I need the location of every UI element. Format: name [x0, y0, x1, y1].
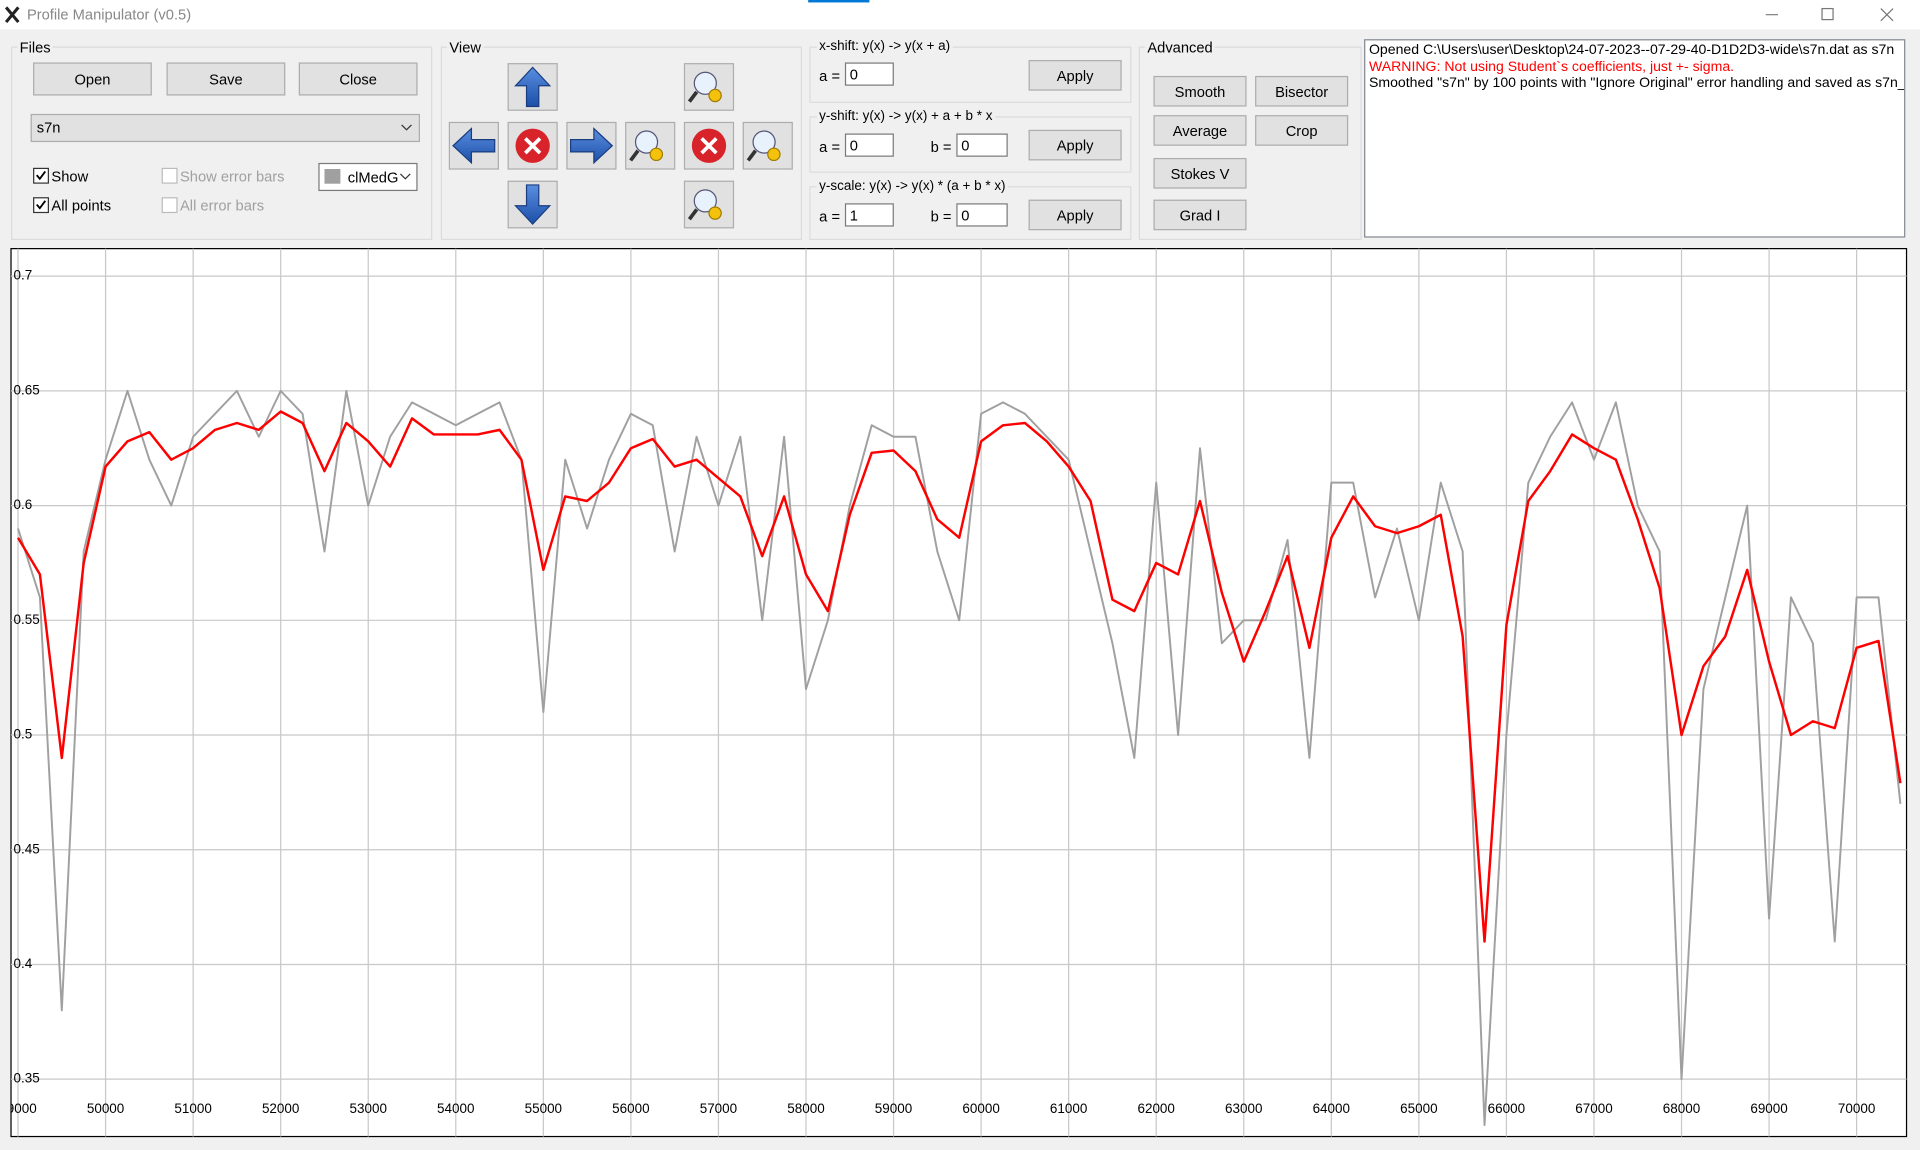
a-input[interactable]: 0 [844, 62, 894, 86]
xshift-group [809, 46, 1132, 103]
open-button[interactable]: Open [33, 62, 152, 96]
average-button[interactable]: Average [1153, 115, 1247, 146]
x-tick-label: 68000 [1663, 1101, 1700, 1116]
tab-indicator [808, 0, 870, 3]
a-label: a = [819, 67, 841, 85]
y-tick-label: 0.65 [13, 382, 39, 397]
b-input[interactable]: 0 [956, 133, 1008, 157]
profile-line [16, 410, 1902, 943]
smooth-button[interactable]: Smooth [1153, 75, 1247, 107]
x-tick-label: 65000 [1400, 1101, 1437, 1116]
combo-arrow [401, 124, 412, 131]
b-label: b = [930, 138, 952, 156]
x-tick-label: 57000 [700, 1101, 737, 1116]
save-button[interactable]: Save [166, 62, 286, 96]
x-tick-label: 67000 [1575, 1101, 1612, 1116]
x-tick-label: 66000 [1488, 1101, 1525, 1116]
log-line: Opened C:\Users\user\Desktop\24-07-2023-… [1368, 42, 1895, 58]
stokes-v-button[interactable]: Stokes V [1153, 157, 1247, 189]
color-name: clMedG [347, 169, 399, 187]
bisector-button[interactable]: Bisector [1255, 75, 1349, 107]
a-label: a = [819, 208, 841, 226]
color-swatch [324, 169, 341, 184]
x-tick-label: 69000 [1750, 1101, 1787, 1116]
combo-arrow [399, 173, 411, 180]
a-input[interactable]: 1 [844, 203, 894, 227]
a-label: a = [819, 138, 841, 156]
all-error-bars-label: All error bars [180, 197, 265, 215]
x-tick-label: 52000 [262, 1101, 299, 1116]
title-bar [0, 0, 1920, 30]
x-tick-label: 53000 [350, 1101, 387, 1116]
app-icon [4, 6, 20, 24]
group-label: y-shift: y(x) -> y(x) + a + b * x [816, 108, 995, 124]
x-tick-label: 49000 [0, 1101, 37, 1116]
view-group [440, 46, 803, 241]
log-box: Opened C:\Users\user\Desktop\24-07-2023-… [1364, 39, 1906, 238]
x-tick-label: 60000 [962, 1101, 999, 1116]
x-tick-label: 63000 [1225, 1101, 1262, 1116]
show-label: Show [51, 167, 89, 185]
x-tick-label: 50000 [87, 1101, 124, 1116]
x-tick-label: 56000 [612, 1101, 649, 1116]
b-input[interactable]: 0 [956, 203, 1008, 227]
group-label: x-shift: y(x) -> y(x + a) [816, 39, 953, 54]
log-warning: WARNING: Not using Student`s coefficient… [1368, 59, 1735, 75]
group-label: Files [17, 39, 54, 57]
y-tick-label: 0.6 [13, 497, 32, 512]
y-tick-label: 0.35 [13, 1071, 39, 1086]
log-line: Smoothed "s7n" by 100 points with "Ignor… [1368, 75, 1906, 91]
grad-i-button[interactable]: Grad I [1153, 199, 1247, 231]
plot-area [10, 248, 1908, 1138]
y-tick-label: 0.55 [13, 612, 39, 627]
x-tick-label: 70000 [1838, 1101, 1875, 1116]
x-tick-label: 58000 [787, 1101, 824, 1116]
y-tick-label: 0.4 [13, 956, 32, 971]
x-tick-label: 55000 [525, 1101, 562, 1116]
advanced-group [1138, 46, 1362, 241]
crop-button[interactable]: Crop [1255, 115, 1349, 146]
x-tick-label: 62000 [1137, 1101, 1174, 1116]
apply-button[interactable]: Apply [1028, 199, 1122, 231]
y-tick-label: 0.45 [13, 841, 39, 856]
x-tick-label: 54000 [437, 1101, 474, 1116]
all-points-checkbox[interactable] [33, 197, 49, 214]
window-title: Profile Manipulator (v0.5) [26, 6, 192, 24]
files-group [11, 46, 433, 241]
y-tick-label: 0.7 [13, 268, 32, 283]
show-checkbox[interactable] [33, 167, 49, 184]
y-tick-label: 0.5 [13, 727, 32, 742]
group-label: View [446, 39, 484, 57]
group-label: y-scale: y(x) -> y(x) * (a + b * x) [816, 178, 1009, 194]
color-combo[interactable] [318, 162, 418, 192]
window-controls[interactable] [1761, 5, 1908, 25]
profile-line [17, 389, 1902, 1127]
all-error-bars-checkbox[interactable] [161, 197, 178, 214]
group-label: Advanced [1144, 39, 1216, 57]
x-tick-label: 51000 [174, 1101, 211, 1116]
apply-button[interactable]: Apply [1028, 60, 1122, 91]
show-error-bars-checkbox[interactable] [161, 167, 178, 184]
all-points-label: All points [51, 197, 112, 215]
show-error-bars-label: Show error bars [180, 167, 285, 185]
a-input[interactable]: 0 [844, 133, 894, 157]
apply-button[interactable]: Apply [1028, 129, 1122, 161]
view-buttons[interactable] [441, 47, 800, 238]
x-tick-label: 64000 [1313, 1101, 1350, 1116]
b-label: b = [930, 208, 952, 226]
profile-selected: s7n [36, 118, 61, 136]
x-tick-label: 59000 [875, 1101, 912, 1116]
x-tick-label: 61000 [1050, 1101, 1087, 1116]
close-button[interactable]: Close [298, 62, 418, 96]
profile-combo[interactable] [30, 113, 421, 143]
